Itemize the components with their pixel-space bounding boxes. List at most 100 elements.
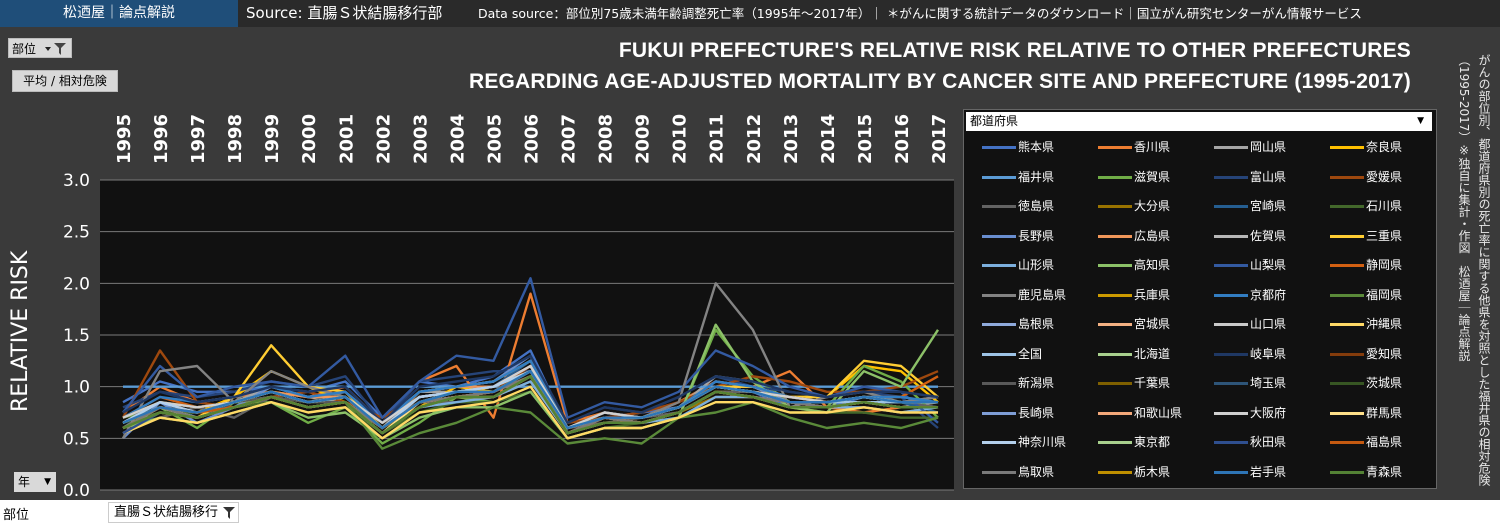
legend-item[interactable]: 栃木県 xyxy=(1098,462,1214,482)
legend-item[interactable]: 滋賀県 xyxy=(1098,167,1214,187)
legend-label: 熊本県 xyxy=(1018,140,1055,154)
legend-item[interactable]: 大阪府 xyxy=(1214,403,1330,423)
series-line xyxy=(122,370,938,430)
legend-label: 東京都 xyxy=(1134,435,1171,449)
data-source-label: Data source：部位別75歳未満年齢調整死亡率（1995年～2017年）… xyxy=(478,6,1362,21)
legend-label: 大阪府 xyxy=(1250,405,1287,420)
legend-item[interactable]: 茨城県 xyxy=(1330,373,1446,393)
x-tick-label: 2016 xyxy=(892,114,913,164)
legend-item[interactable]: 東京都 xyxy=(1098,432,1214,452)
legend-item[interactable]: 富山県 xyxy=(1214,167,1330,187)
legend-item[interactable]: 福岡県 xyxy=(1330,285,1446,305)
legend-label: 埼玉県 xyxy=(1250,376,1287,390)
legend-item[interactable]: 秋田県 xyxy=(1214,432,1330,452)
legend-item[interactable]: 高知県 xyxy=(1098,255,1214,275)
legend-swatch xyxy=(1214,411,1248,415)
series-line xyxy=(122,277,939,424)
legend-item[interactable]: 静岡県 xyxy=(1330,255,1446,275)
legend-item[interactable]: 奈良県 xyxy=(1330,137,1446,157)
legend-label: 秋田県 xyxy=(1250,435,1287,449)
legend-item[interactable]: 三重県 xyxy=(1330,226,1446,246)
legend: 都道府県 ▼ 熊本県 香川県 岡山県 奈良県福井県 滋賀県 富山県 愛媛県徳島県 大分県 宮崎県… xyxy=(963,109,1437,489)
legend-item[interactable]: 和歌山県 xyxy=(1098,403,1214,423)
legend-swatch xyxy=(1098,234,1132,238)
legend-item[interactable]: 愛知県 xyxy=(1330,344,1446,364)
legend-item[interactable]: 広島県 xyxy=(1098,226,1214,246)
legend-label: 青森県 xyxy=(1366,464,1403,479)
legend-label: 和歌山県 xyxy=(1134,405,1183,420)
legend-item[interactable]: 沖縄県 xyxy=(1330,314,1446,334)
legend-label: 愛媛県 xyxy=(1366,169,1403,184)
legend-item[interactable]: 山梨県 xyxy=(1214,255,1330,275)
legend-swatch xyxy=(1214,323,1248,326)
legend-label: 高知県 xyxy=(1134,258,1171,272)
legend-item[interactable]: 岡山県 xyxy=(1214,137,1330,157)
legend-label: 奈良県 xyxy=(1366,140,1403,154)
legend-swatch xyxy=(1098,411,1132,415)
legend-item[interactable]: 宮崎県 xyxy=(1214,196,1330,216)
x-tick-label: 2005 xyxy=(484,114,505,164)
y-tick-label: 1.0 xyxy=(63,378,90,398)
site-filter-button[interactable]: 部位 xyxy=(8,38,72,58)
legend-label: 京都府 xyxy=(1250,287,1287,302)
legend-item[interactable]: 神奈川県 xyxy=(982,432,1098,452)
legend-swatch xyxy=(982,441,1016,444)
legend-item[interactable]: 兵庫県 xyxy=(1098,285,1214,305)
legend-item[interactable]: 宮城県 xyxy=(1098,314,1214,334)
legend-item[interactable]: 石川県 xyxy=(1330,196,1446,216)
legend-label: 富山県 xyxy=(1250,169,1287,184)
legend-label: 神奈川県 xyxy=(1018,435,1067,449)
legend-label: 沖縄県 xyxy=(1366,317,1403,331)
legend-item[interactable]: 鳥取県 xyxy=(982,462,1098,482)
average-relative-risk-button[interactable]: 平均 / 相対危険 xyxy=(12,70,118,92)
legend-item[interactable]: 京都府 xyxy=(1214,285,1330,305)
legend-item[interactable]: 長崎県 xyxy=(982,403,1098,423)
legend-item[interactable]: 北海道 xyxy=(1098,344,1214,364)
legend-swatch xyxy=(982,264,1016,267)
bottom-field-label: 部位 xyxy=(3,508,30,523)
legend-label: 岩手県 xyxy=(1250,464,1287,479)
legend-item[interactable]: 岐阜県 xyxy=(1214,344,1330,364)
legend-label: 福井県 xyxy=(1018,169,1055,184)
legend-label: 広島県 xyxy=(1134,228,1171,243)
year-filter-button[interactable]: 年 ▼ xyxy=(14,472,56,492)
legend-swatch xyxy=(1330,382,1364,385)
year-filter-label: 年 xyxy=(18,475,31,489)
legend-item[interactable]: 群馬県 xyxy=(1330,403,1446,423)
legend-item[interactable]: 徳島県 xyxy=(982,196,1098,216)
x-tick-label: 2007 xyxy=(559,114,580,164)
legend-swatch xyxy=(982,293,1016,297)
legend-item[interactable]: 大分県 xyxy=(1098,196,1214,216)
legend-item[interactable]: 長野県 xyxy=(982,226,1098,246)
legend-item[interactable]: 香川県 xyxy=(1098,137,1214,157)
legend-item[interactable]: 福井県 xyxy=(982,167,1098,187)
legend-item[interactable]: 千葉県 xyxy=(1098,373,1214,393)
legend-item[interactable]: 新潟県 xyxy=(982,373,1098,393)
legend-label: 山形県 xyxy=(1018,258,1055,272)
x-tick-labels: 1995 1996 1997 1998 1999 2000 2001 2002 2003 2004… xyxy=(114,114,950,164)
bottom-bar xyxy=(0,500,1500,525)
legend-item[interactable]: 愛媛県 xyxy=(1330,167,1446,187)
legend-swatch xyxy=(982,175,1016,179)
legend-label: 佐賀県 xyxy=(1250,228,1287,243)
x-tick-label: 2012 xyxy=(744,114,765,164)
legend-item[interactable]: 熊本県 xyxy=(982,137,1098,157)
legend-item[interactable]: 埼玉県 xyxy=(1214,373,1330,393)
x-tick-label: 2013 xyxy=(781,114,802,164)
y-tick-labels: 0.0 0.5 1.0 1.5 2.0 2.5 3.0 xyxy=(63,171,90,500)
legend-item[interactable]: 山口県 xyxy=(1214,314,1330,334)
legend-item[interactable]: 山形県 xyxy=(982,255,1098,275)
prefecture-filter-dropdown[interactable]: 都道府県 ▼ xyxy=(966,112,1432,131)
legend-item[interactable]: 佐賀県 xyxy=(1214,226,1330,246)
legend-item[interactable]: 岩手県 xyxy=(1214,462,1330,482)
site-field-dropdown[interactable]: 直腸Ｓ状結腸移行 xyxy=(108,502,239,523)
legend-item[interactable]: 青森県 xyxy=(1330,462,1446,482)
x-tick-label: 1998 xyxy=(225,114,246,164)
legend-item[interactable]: 福島県 xyxy=(1330,432,1446,452)
legend-label: 石川県 xyxy=(1366,199,1403,213)
legend-item[interactable]: 鹿児島県 xyxy=(982,285,1098,305)
legend-swatch xyxy=(1330,323,1364,326)
legend-item[interactable]: 全国 xyxy=(982,344,1098,364)
legend-item[interactable]: 島根県 xyxy=(982,314,1098,334)
x-tick-label: 2006 xyxy=(522,114,543,164)
